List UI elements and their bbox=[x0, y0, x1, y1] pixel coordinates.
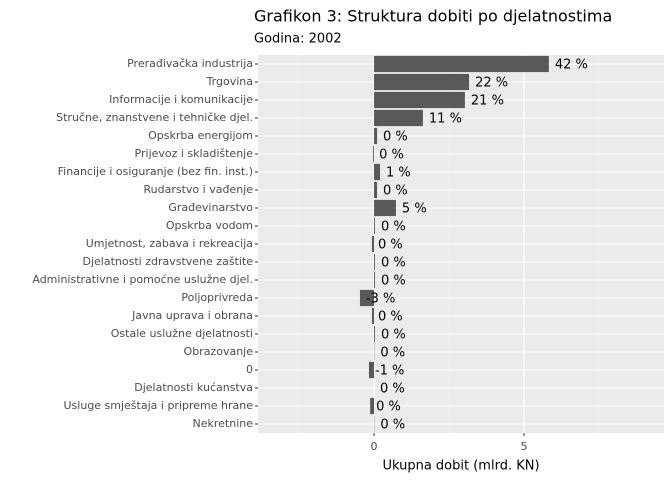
bar bbox=[374, 164, 380, 180]
y-tick-label: Opskrba energijom bbox=[148, 129, 253, 142]
x-axis-title: Ukupna dobit (mlrd. KN) bbox=[382, 459, 539, 474]
bar-label: 11 % bbox=[429, 112, 462, 127]
y-tick-label: Nekretnine bbox=[193, 417, 254, 430]
y-tick-label: Obrazovanje bbox=[184, 345, 254, 358]
y-tick-label: Građevinarstvo bbox=[168, 201, 253, 214]
y-tick-label: Opskrba vodom bbox=[166, 219, 253, 232]
bar bbox=[374, 254, 375, 270]
y-tick-label: Stručne, znanstvene i tehničke djel. bbox=[56, 111, 253, 124]
y-tick-label: Ostale uslužne djelatnosti bbox=[111, 327, 253, 340]
bar-label: 5 % bbox=[402, 202, 427, 217]
bar bbox=[374, 200, 396, 216]
y-tick-label: Rudarstvo i vađenje bbox=[144, 183, 254, 196]
y-tick-label: Djelatnosti kućanstva bbox=[134, 381, 253, 394]
bar-label: -1 % bbox=[375, 364, 404, 379]
bar-label: 0 % bbox=[381, 220, 406, 235]
y-tick-label: Djelatnosti zdravstvene zaštite bbox=[83, 255, 254, 268]
bar bbox=[369, 362, 374, 378]
bar-label: 42 % bbox=[555, 58, 588, 73]
y-tick-label: Financije i osiguranje (bez fin. inst.) bbox=[58, 165, 253, 178]
bar bbox=[372, 308, 374, 324]
bar-label: -3 % bbox=[366, 292, 395, 307]
bar bbox=[370, 398, 374, 414]
bar-label: 0 % bbox=[376, 400, 401, 415]
y-tick-label: Javna uprava i obrana bbox=[131, 309, 253, 322]
bar-label: 22 % bbox=[475, 76, 508, 91]
bar bbox=[373, 146, 374, 162]
y-tick-label: Poljoprivreda bbox=[181, 291, 253, 304]
bar bbox=[374, 326, 375, 342]
bar-label: 0 % bbox=[380, 382, 405, 397]
bar-label: 0 % bbox=[379, 148, 404, 163]
bar-label: 21 % bbox=[471, 94, 504, 109]
y-tick-label: Informacije i komunikacije bbox=[109, 93, 253, 106]
y-tick-label: Umjetnost, zabava i rekreacija bbox=[86, 237, 253, 250]
bar-label: 0 % bbox=[380, 418, 405, 433]
y-tick-label: Prerađivačka industrija bbox=[127, 57, 253, 70]
y-tick-label: Usluge smještaja i pripreme hrane bbox=[63, 399, 253, 412]
y-tick-label: Prijevoz i skladištenje bbox=[135, 147, 254, 160]
bar-label: 0 % bbox=[378, 238, 403, 253]
bar-label: 0 % bbox=[383, 130, 408, 145]
bar-label: 0 % bbox=[381, 328, 406, 343]
bar-label: 0 % bbox=[381, 274, 406, 289]
chart-subtitle: Godina: 2002 bbox=[254, 32, 342, 47]
bar-label: 1 % bbox=[386, 166, 411, 181]
bar bbox=[374, 272, 375, 288]
bar-label: 0 % bbox=[383, 184, 408, 199]
bar bbox=[374, 182, 377, 198]
bar-label: 0 % bbox=[378, 310, 403, 325]
bar bbox=[374, 110, 423, 126]
x-tick-label: 5 bbox=[520, 440, 527, 453]
y-tick-label: Trgovina bbox=[206, 75, 253, 88]
bar bbox=[374, 128, 377, 144]
x-tick-label: 0 bbox=[371, 440, 378, 453]
bar bbox=[374, 56, 549, 72]
y-tick-label: 0 bbox=[246, 363, 253, 376]
bar-label: 0 % bbox=[380, 346, 405, 361]
bar bbox=[372, 236, 374, 252]
bar-label: 0 % bbox=[381, 256, 406, 271]
chart-title: Grafikon 3: Struktura dobiti po djelatno… bbox=[254, 7, 612, 26]
bar bbox=[374, 92, 465, 108]
y-tick-label: Administrativne i pomoćne uslužne djel. bbox=[32, 273, 253, 286]
bar bbox=[374, 218, 375, 234]
bar bbox=[374, 74, 469, 90]
